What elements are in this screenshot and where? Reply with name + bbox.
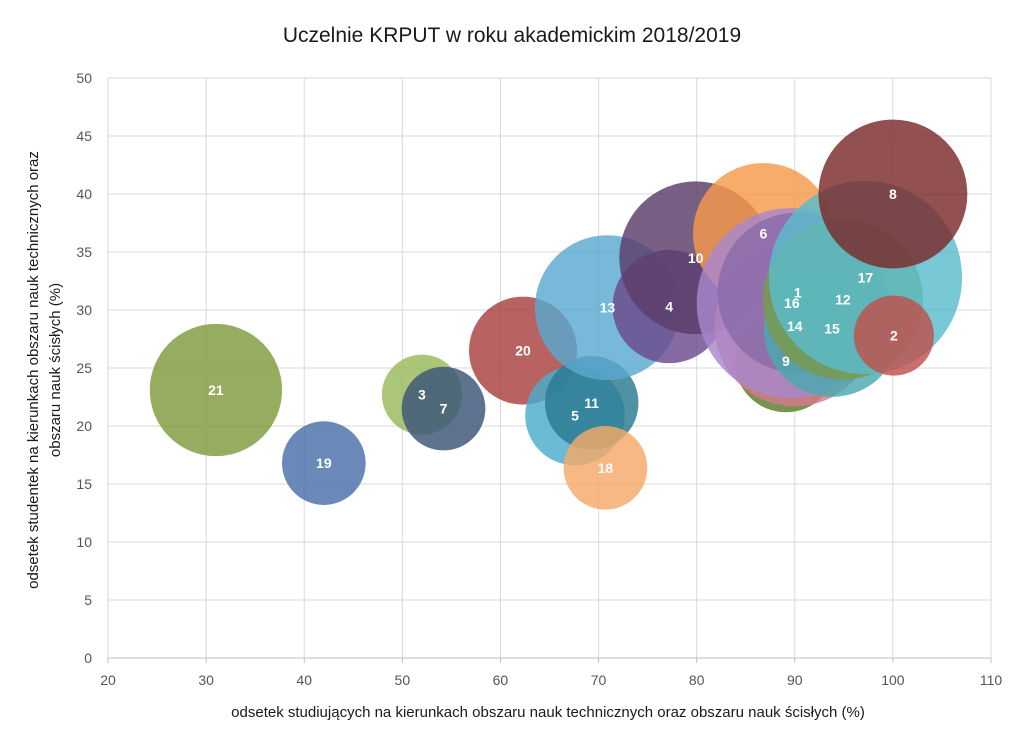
bubble-label-17: 17 [858, 270, 874, 286]
x-axis-label: odsetek studiujących na kierunkach obsza… [231, 704, 865, 721]
x-tick-label: 90 [787, 672, 803, 688]
bubble-label-4: 4 [665, 299, 673, 315]
bubble-label-11: 11 [584, 395, 599, 411]
y-tick-label: 5 [84, 592, 92, 608]
bubble-label-14: 14 [787, 318, 803, 334]
x-tick-label: 20 [100, 672, 116, 688]
y-tick-labels: 0 5 10 15 20 25 30 35 40 45 50 [76, 70, 92, 666]
x-tick-label: 60 [493, 672, 509, 688]
y-tick-label: 50 [76, 70, 92, 86]
bubble-label-19: 19 [316, 455, 332, 471]
y-axis-label-line-1: odsetek studentek na kierunkach obszaru … [25, 151, 42, 589]
bubble-label-15: 15 [824, 321, 840, 337]
bubble-label-9: 9 [782, 353, 790, 369]
x-tick-label: 110 [980, 672, 1003, 688]
bubble-21 [149, 323, 283, 457]
bubble-18 [563, 425, 648, 510]
bubble-label-21: 21 [208, 382, 224, 398]
bubble-8 [818, 119, 968, 269]
bubble-19 [282, 421, 366, 505]
y-tick-label: 10 [76, 534, 92, 550]
x-tick-label: 40 [296, 672, 312, 688]
bubble-labels: 21 19 37 20 5 11 18 13 4 10 6 9 14 161 15 12 17 2 8 [208, 186, 898, 476]
x-tick-label: 100 [881, 672, 905, 688]
y-tick-label: 25 [76, 360, 92, 376]
y-tick-label: 0 [84, 650, 92, 666]
bubble-label-12: 12 [835, 292, 851, 308]
x-tick-label: 50 [395, 672, 411, 688]
bubble-label-5: 5 [571, 408, 579, 424]
bubble-label-8: 8 [889, 186, 897, 202]
bubble-label-3: 3 [418, 387, 426, 403]
bubble-label-18: 18 [598, 460, 614, 476]
x-tick-label: 80 [689, 672, 705, 688]
bubble-label-20: 20 [515, 343, 531, 359]
bubble-label-1: 1 [794, 285, 802, 301]
y-tick-label: 45 [76, 128, 92, 144]
x-tick-label: 70 [591, 672, 607, 688]
chart-title: Uczelnie KRPUT w roku akademickim 2018/2… [283, 24, 741, 47]
bubbles [149, 119, 968, 510]
y-tick-label: 30 [76, 302, 92, 318]
bubble-label-6: 6 [759, 225, 767, 241]
bubble-7 [401, 366, 486, 451]
bubble-label-2: 2 [890, 328, 898, 344]
axes [107, 657, 992, 663]
y-tick-label: 20 [76, 418, 92, 434]
y-tick-label: 35 [76, 244, 92, 260]
bubble-label-10: 10 [688, 250, 704, 266]
y-tick-label: 15 [76, 476, 92, 492]
bubble-label-13: 13 [600, 300, 616, 316]
y-tick-label: 40 [76, 186, 92, 202]
x-tick-labels: 20 30 40 50 60 70 80 90 100 110 [100, 672, 1002, 688]
x-tick-label: 30 [198, 672, 214, 688]
bubble-2 [853, 295, 934, 376]
bubble-label-7: 7 [440, 401, 448, 417]
y-axis-label-line-2: obszaru nauk ścisłych (%) [47, 283, 64, 457]
bubble-label-16: 16 [784, 295, 800, 311]
